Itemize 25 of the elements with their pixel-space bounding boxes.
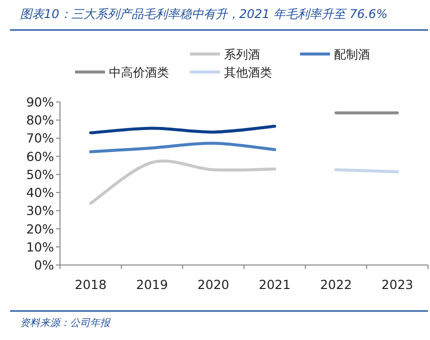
y-tick-label: 70% (26, 130, 54, 146)
line-series (89, 160, 276, 205)
x-tick-label: 2021 (258, 277, 291, 292)
y-tick-label: 90% (26, 94, 54, 110)
y-tick-label: 20% (26, 221, 54, 236)
x-tick-label: 2018 (74, 277, 107, 292)
y-tick-label: 50% (26, 166, 54, 182)
y-tick-label: 80% (26, 112, 54, 128)
legend-label: 其他酒类 (224, 66, 272, 80)
x-tick-label: 2023 (381, 277, 414, 292)
y-tick-label: 60% (26, 148, 54, 164)
x-tick-label: 2022 (320, 277, 352, 292)
y-tick-label: 10% (26, 239, 54, 254)
text: 资料来源：公司年报 (20, 317, 111, 329)
line-series (89, 142, 276, 154)
chart-title: 图表10：三大系列产品毛利率稳中有升，2021 年毛利率升至 76.6% (20, 7, 388, 21)
y-tick-label: 30% (26, 203, 54, 218)
y-tick-label: 40% (26, 185, 54, 200)
line-series (89, 124, 276, 134)
y-tick-label: 0% (34, 258, 54, 272)
x-tick-label: 2019 (136, 277, 168, 292)
legend-label: 中高价酒类 (109, 66, 169, 80)
legend-label: 系列酒 (224, 48, 260, 62)
legend-label: 配制酒 (334, 48, 370, 62)
x-tick-label: 2020 (197, 277, 230, 292)
